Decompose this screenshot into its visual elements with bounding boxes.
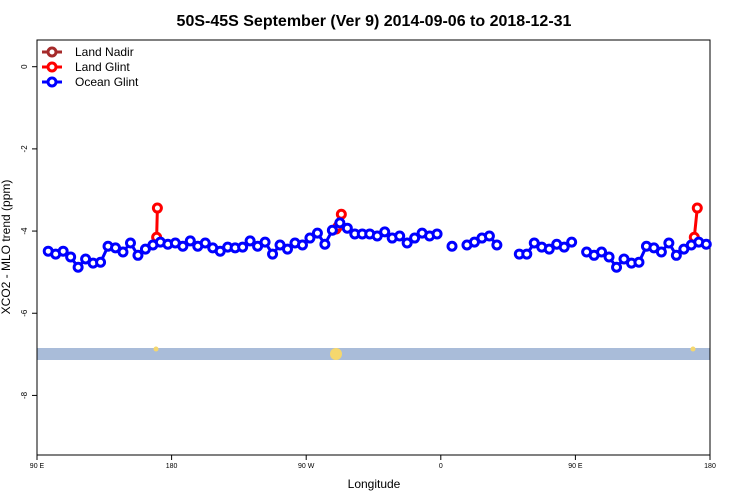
x-tick-label: 90 W [298, 463, 315, 470]
y-tick-label: -2 [20, 145, 29, 153]
data-point [282, 243, 294, 255]
legend-label: Ocean Glint [75, 75, 139, 89]
y-tick-label: -4 [20, 227, 29, 235]
y-tick-label: -8 [20, 391, 29, 399]
x-tick-label: 90 E [568, 463, 583, 470]
x-tick-label: 180 [166, 463, 178, 470]
data-point [199, 237, 211, 249]
legend-label: Land Glint [75, 60, 130, 74]
y-axis-label: XCO2 - MLO trend (ppm) [0, 180, 13, 315]
data-point [691, 202, 703, 214]
data-point [296, 239, 308, 251]
data-point [401, 237, 413, 249]
data-point [132, 249, 144, 261]
legend-marker [46, 46, 58, 58]
data-point [326, 224, 338, 236]
data-point [446, 240, 458, 252]
data-point [611, 261, 623, 273]
data-point [663, 237, 675, 249]
data-point [633, 256, 645, 268]
chart-title: 50S-45S September (Ver 9) 2014-09-06 to … [177, 13, 572, 30]
y-tick-label: -6 [20, 309, 29, 317]
data-point [124, 237, 136, 249]
data-point [335, 208, 347, 220]
data-point [394, 230, 406, 242]
x-axis-label: Longitude [348, 477, 401, 491]
data-point [700, 238, 712, 250]
data-point [431, 228, 443, 240]
data-point [543, 243, 555, 255]
data-point [379, 226, 391, 238]
legend-marker [46, 61, 58, 73]
data-point [244, 235, 256, 247]
data-point [65, 251, 77, 263]
data-point [304, 232, 316, 244]
data-point [670, 249, 682, 261]
x-tick-label: 180 [704, 463, 716, 470]
data-point [558, 241, 570, 253]
data-point [521, 248, 533, 260]
y-tick-label: 0 [20, 64, 29, 69]
data-point [334, 217, 346, 229]
data-point [566, 236, 578, 248]
data-point [237, 241, 249, 253]
data-point [72, 261, 84, 273]
plot-frame [36, 39, 711, 456]
data-point [491, 239, 503, 251]
coverage-band [37, 348, 710, 360]
data-point [267, 248, 279, 260]
coverage-marker [153, 346, 159, 352]
data-point [341, 222, 353, 234]
data-point [603, 251, 615, 263]
coverage-marker [330, 348, 342, 360]
data-point [95, 256, 107, 268]
legend-marker [46, 76, 58, 88]
data-point [319, 238, 331, 250]
data-point [259, 236, 271, 248]
legend-label: Land Nadir [75, 45, 134, 59]
data-point [483, 230, 495, 242]
data-point [57, 245, 69, 257]
x-tick-label: 0 [439, 463, 443, 470]
x-tick-label: 90 E [30, 463, 45, 470]
data-point [184, 235, 196, 247]
data-point [409, 232, 421, 244]
data-point [311, 227, 323, 239]
data-point [151, 202, 163, 214]
data-point [655, 246, 667, 258]
data-point [596, 246, 608, 258]
data-point [177, 240, 189, 252]
data-point [117, 246, 129, 258]
coverage-marker [690, 346, 696, 352]
